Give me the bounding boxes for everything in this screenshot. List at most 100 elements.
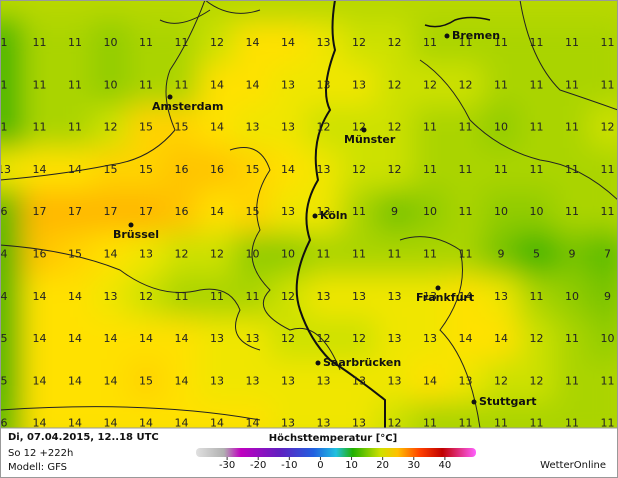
temperature-value: 13	[352, 290, 366, 303]
temperature-cell	[128, 63, 164, 108]
city-dot	[471, 399, 477, 405]
temperature-value: 11	[601, 36, 615, 49]
temperature-value: 14	[33, 417, 47, 430]
temperature-cell	[554, 105, 590, 150]
city-label: Amsterdam	[152, 100, 223, 113]
temperature-value: 11	[68, 121, 82, 134]
temperature-cell	[518, 317, 555, 362]
temperature-value: 12	[388, 121, 402, 134]
temperature-value: 13	[210, 374, 224, 387]
temperature-value: 11	[139, 78, 153, 91]
temperature-value: 13	[0, 163, 11, 176]
temperature-cell	[518, 232, 555, 277]
temperature-value: 6	[1, 417, 8, 430]
temperature-value: 13	[281, 78, 295, 91]
temperature-cell	[199, 317, 235, 362]
temperature-value: 14	[33, 332, 47, 345]
temperature-value: 13	[423, 332, 437, 345]
temperature-cell	[92, 190, 129, 235]
temperature-cell	[341, 232, 377, 277]
temperature-value: 13	[139, 248, 153, 261]
temperature-cell	[57, 274, 93, 319]
temperature-cell	[0, 105, 22, 150]
run: So 12 +222h	[8, 448, 73, 459]
temperature-cell	[518, 105, 555, 150]
temperature-value: 11	[139, 36, 153, 49]
temperature-value: 10	[104, 78, 118, 91]
temperature-value: 10	[281, 248, 295, 261]
temperature-cell	[341, 317, 377, 362]
temperature-value: 11	[565, 121, 579, 134]
temperature-value: 14	[246, 36, 260, 49]
temperature-cell	[376, 401, 413, 428]
temperature-value: 12	[601, 121, 615, 134]
temperature-cell	[92, 401, 129, 428]
temperature-cell	[128, 105, 164, 150]
temperature-cell	[554, 274, 590, 319]
river	[424, 16, 491, 28]
temperature-cell	[0, 147, 22, 192]
temperature-cell	[21, 232, 58, 277]
temperature-cell	[447, 317, 484, 362]
temperature-value: 11	[601, 163, 615, 176]
temperature-value: 12	[494, 374, 508, 387]
temperature-value: 4	[1, 248, 8, 261]
temperature-cell	[447, 232, 484, 277]
temperature-value: 12	[281, 332, 295, 345]
temperature-cell	[483, 232, 519, 277]
temperature-cell	[128, 190, 164, 235]
color-bar-tick-label: -10	[281, 460, 297, 471]
temperature-value: 11	[175, 290, 189, 303]
temperature-value: 11	[33, 121, 47, 134]
temperature-value: 12	[388, 163, 402, 176]
city-label: Frankfurt	[416, 291, 474, 304]
temperature-value: 11	[246, 290, 260, 303]
temperature-value: 14	[139, 332, 153, 345]
temperature-value: 12	[104, 121, 118, 134]
temperature-cell	[21, 105, 58, 150]
temperature-cell	[376, 232, 413, 277]
temperature-cell	[92, 21, 129, 65]
temperature-value: 13	[388, 374, 402, 387]
city-dot	[167, 94, 173, 100]
color-bar-tick-label: 10	[345, 460, 358, 471]
temperature-cell	[341, 63, 377, 108]
city-dot	[435, 285, 441, 291]
temperature-value: 4	[1, 290, 8, 303]
temperature-value: 12	[530, 374, 544, 387]
temperature-cell	[412, 401, 448, 428]
city-label: Stuttgart	[479, 395, 537, 408]
temperature-cell	[21, 63, 58, 108]
temperature-cell	[483, 21, 519, 65]
temperature-value: 11	[459, 248, 473, 261]
temperature-value: 12	[317, 332, 331, 345]
temperature-cell	[412, 63, 448, 108]
temperature-cell	[305, 105, 342, 150]
temperature-value: 13	[423, 290, 437, 303]
temperature-value: 12	[175, 248, 189, 261]
temperature-cell	[376, 63, 413, 108]
temperature-value: 11	[210, 290, 224, 303]
temperature-cell	[554, 147, 590, 192]
temperature-cell	[57, 359, 93, 404]
temperature-value: 12	[388, 417, 402, 430]
temperature-cell	[341, 21, 377, 65]
temperature-cell	[128, 274, 164, 319]
temperature-value: 9	[604, 290, 611, 303]
temperature-cell	[199, 359, 235, 404]
temperature-cell	[518, 359, 555, 404]
temperature-cell	[341, 401, 377, 428]
temperature-value: 11	[423, 163, 437, 176]
temperature-cell	[554, 317, 590, 362]
temperature-value: 14	[33, 290, 47, 303]
temperature-cell	[589, 317, 618, 362]
temperature-labels: 1 11 11 10 11 11 12 14 14 13 12 12 11 11 11 11 11 111 11 11…	[0, 36, 615, 430]
city-dot	[315, 360, 321, 366]
temperature-cell	[554, 190, 590, 235]
temperature-cell	[589, 63, 618, 108]
temperature-cell	[270, 401, 306, 428]
temperature-value: 14	[104, 332, 118, 345]
temperature-value: 14	[68, 290, 82, 303]
temperature-cell	[412, 359, 448, 404]
temperature-value: 10	[494, 121, 508, 134]
